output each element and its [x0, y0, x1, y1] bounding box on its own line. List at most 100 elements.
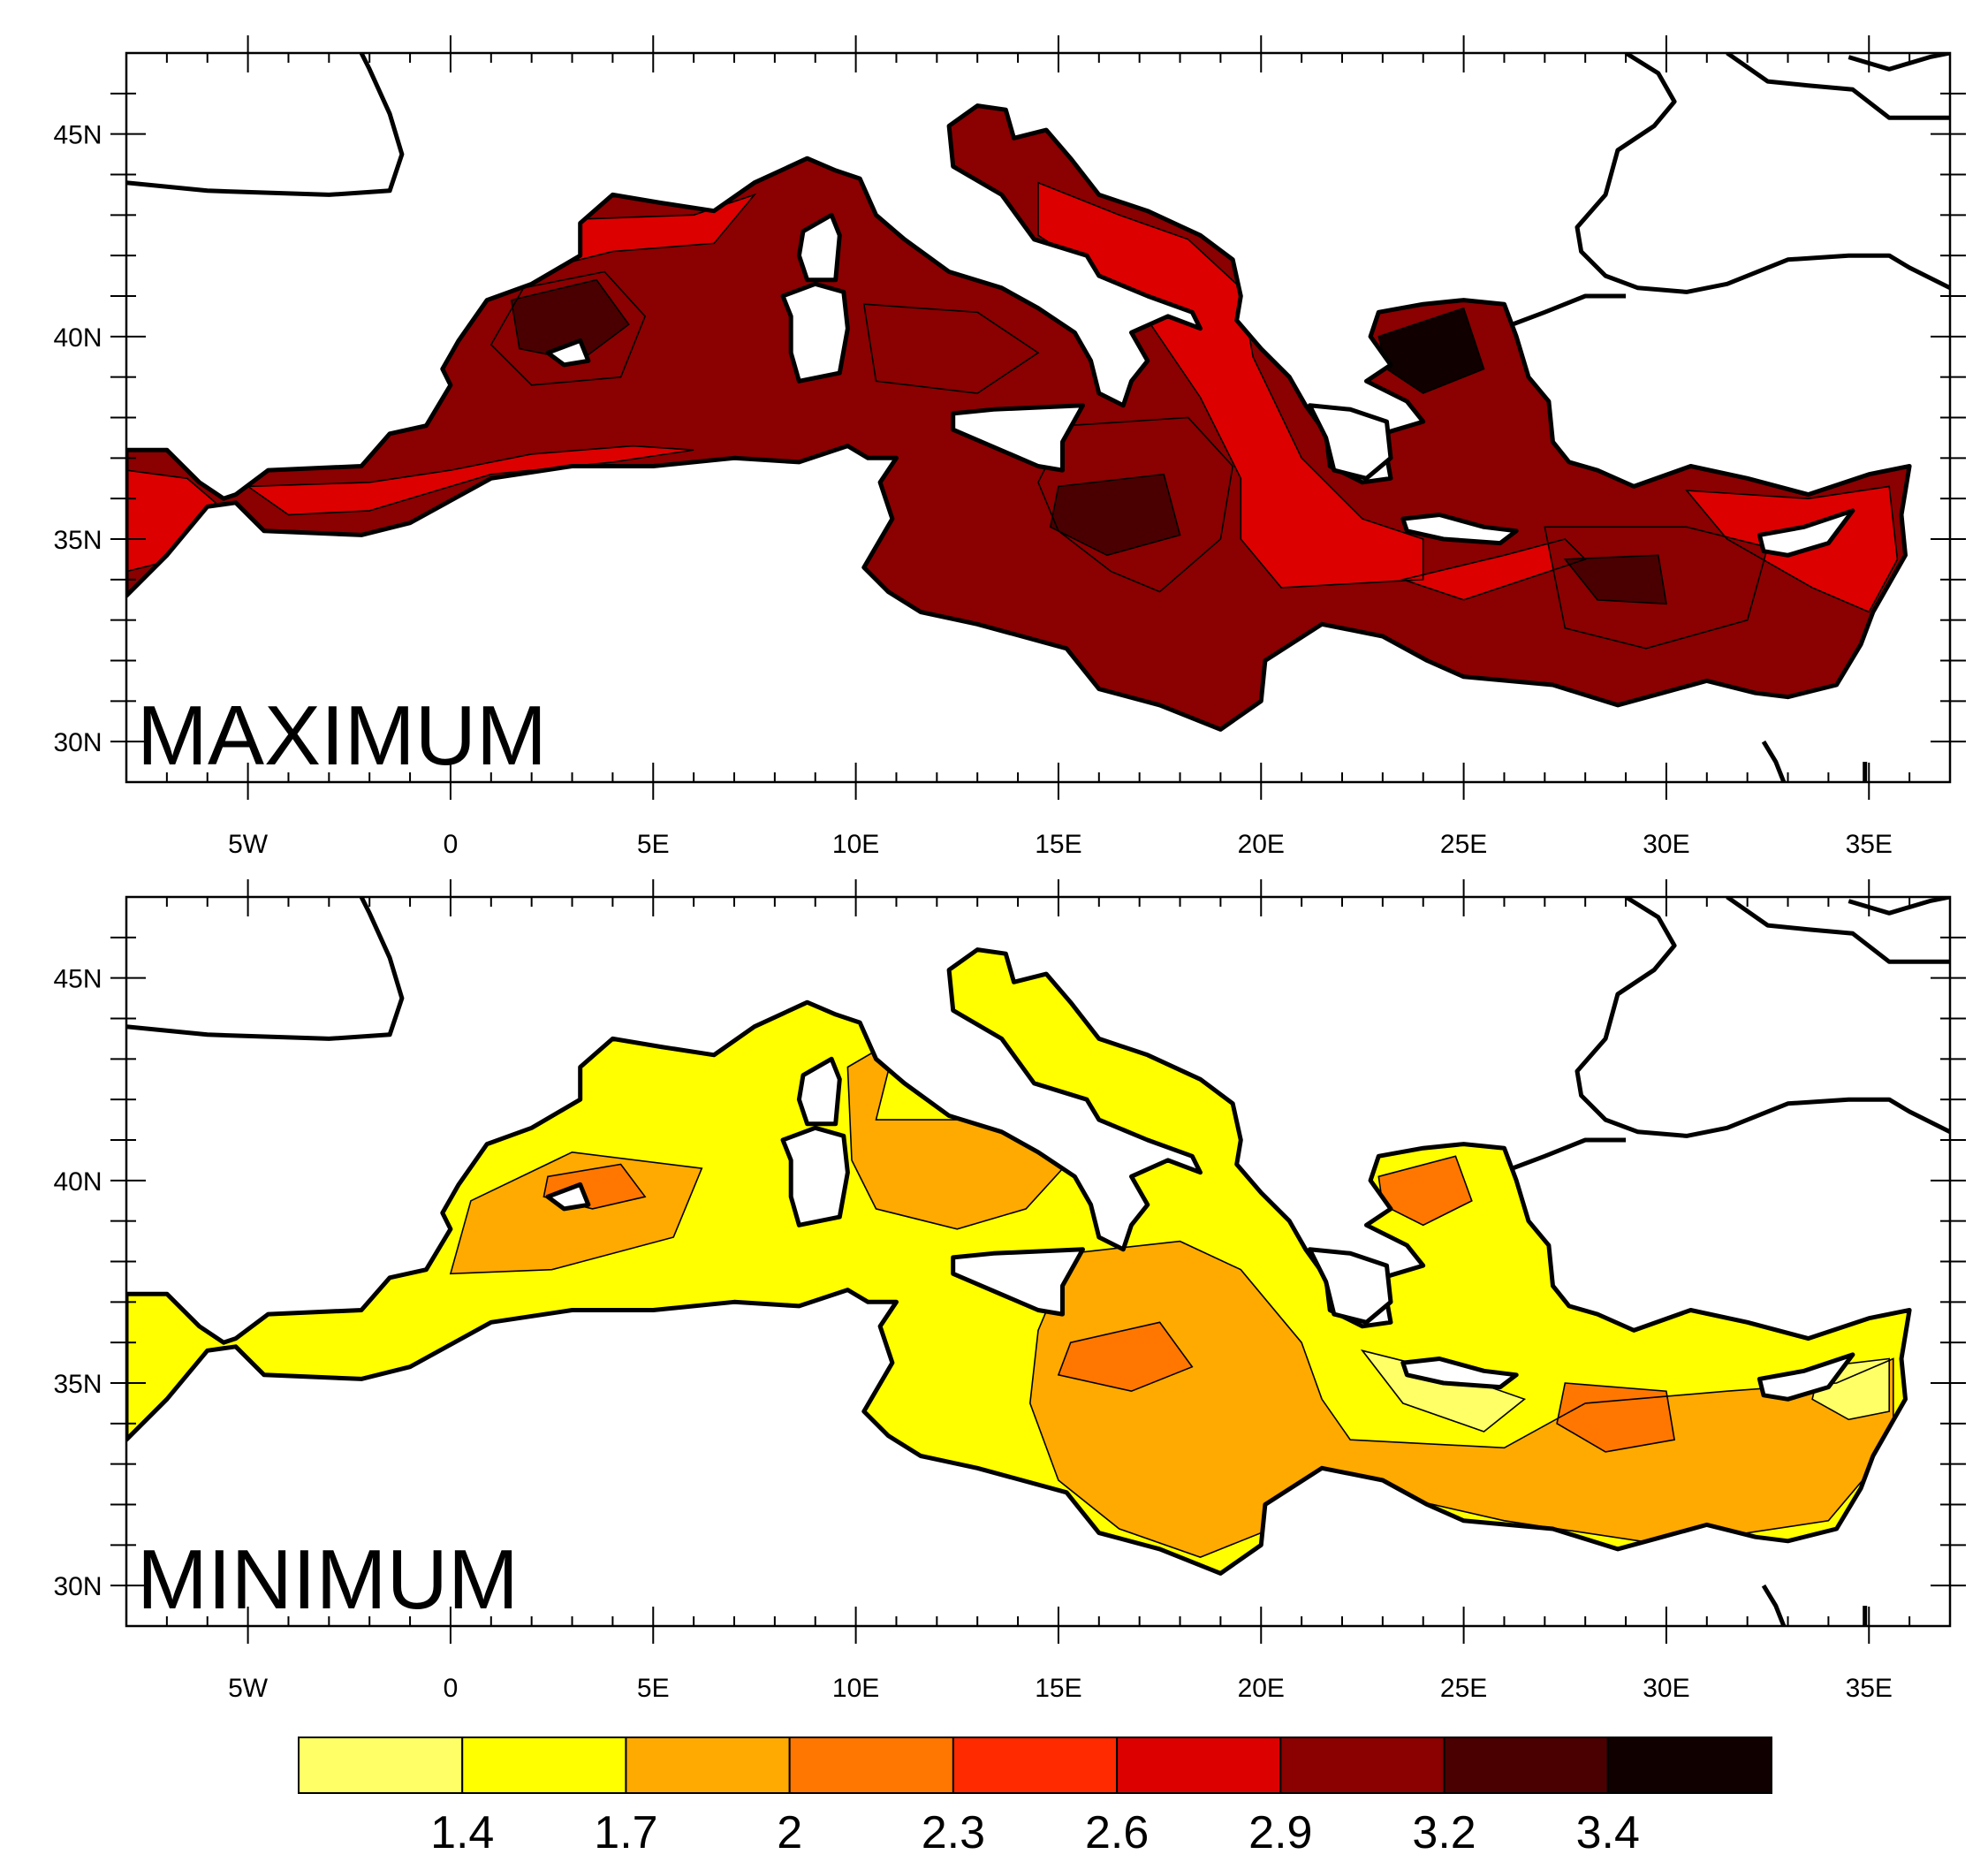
contour-region	[1058, 1322, 1193, 1392]
lon-tick-label: 5W	[228, 1674, 269, 1703]
contour-line	[246, 445, 694, 516]
colorbar-label: 1.7	[594, 1807, 657, 1858]
contour-line	[489, 270, 647, 386]
lat-tick-label: 40N	[53, 323, 102, 353]
colorbar-swatch	[1443, 1737, 1609, 1794]
colorbar-swatch	[1606, 1737, 1773, 1794]
lon-tick-label: 10E	[832, 830, 879, 859]
minimum-coastlines	[126, 897, 1950, 1626]
minimum-panel: 5W 0 5E 10E 15E 20E 25E 30E 35E 30N 35N 40N 45N MIN…	[53, 879, 1966, 1703]
contour-line	[510, 278, 630, 362]
minimum-lat-axis: 30N 35N 40N 45N	[53, 936, 1966, 1601]
colorbar-swatch	[1116, 1737, 1282, 1794]
maximum-lat-axis: 30N 35N 40N 45N	[53, 92, 1966, 757]
island	[1757, 1352, 1855, 1402]
colorbar-label: 2.9	[1248, 1807, 1312, 1858]
contour-region	[511, 279, 629, 361]
lat-tick-label: 45N	[53, 965, 102, 994]
contour-fills	[450, 1038, 1893, 1558]
lon-tick-label: 35E	[1846, 1674, 1893, 1703]
colorbar-label: 3.4	[1576, 1807, 1640, 1858]
island	[1307, 403, 1393, 481]
lat-tick-label: 35N	[53, 1370, 102, 1399]
coastline	[126, 897, 405, 1041]
contour-line	[1037, 181, 1424, 589]
lat-tick-label: 40N	[53, 1167, 102, 1197]
colorbar-swatch	[625, 1737, 791, 1794]
lon-tick-label: 15E	[1035, 1674, 1081, 1703]
panel-label-minimum: MINIMUM	[137, 1532, 519, 1627]
sea-coastline	[126, 103, 1912, 732]
contour-region	[1029, 1241, 1893, 1558]
lon-tick-label: 10E	[832, 1674, 879, 1703]
island	[1757, 508, 1855, 558]
coastline	[1511, 293, 1627, 327]
lon-tick-label: 0	[444, 1674, 459, 1703]
maximum-lon-axis: 5W 0 5E 10E 15E 20E 25E 30E 35E	[165, 35, 1911, 859]
lon-tick-label: 5E	[637, 1674, 670, 1703]
contour-region	[1565, 555, 1666, 604]
lon-tick-label: 15E	[1035, 830, 1081, 859]
lat-tick-label: 30N	[53, 728, 102, 757]
contour-region	[1402, 539, 1586, 600]
sea-coastline	[126, 947, 1912, 1576]
coastline	[126, 53, 405, 197]
island	[796, 212, 842, 283]
lat-tick-label: 35N	[53, 526, 102, 555]
colorbar-swatch	[1279, 1737, 1445, 1794]
island	[1400, 513, 1519, 546]
contour-line	[1037, 416, 1234, 593]
contour-region	[1050, 474, 1180, 556]
coastline	[1574, 897, 1950, 1138]
lon-tick-label: 0	[444, 830, 459, 859]
contour-region	[126, 470, 216, 572]
contour-region	[1362, 1350, 1525, 1432]
colorbar-label: 2	[777, 1807, 802, 1858]
contour-region	[1557, 1383, 1675, 1452]
island	[951, 403, 1085, 473]
maximum-coastlines	[126, 53, 1950, 782]
contour-line	[862, 303, 1040, 394]
coastline	[1511, 1137, 1627, 1171]
coastline	[1726, 53, 1950, 120]
island	[951, 1247, 1085, 1317]
contour-region	[863, 304, 1038, 393]
island	[545, 338, 591, 368]
contour-region	[450, 1151, 702, 1274]
colorbar-label: 3.2	[1412, 1807, 1476, 1858]
lat-tick-label: 30N	[53, 1572, 102, 1601]
lat-tick-label: 45N	[53, 121, 102, 150]
coastline	[1574, 53, 1950, 294]
contour-line	[1544, 526, 1769, 650]
contour-line	[1563, 554, 1667, 605]
lon-tick-label: 30E	[1643, 1674, 1689, 1703]
lon-tick-label: 5W	[228, 830, 269, 859]
colorbar-swatch	[952, 1737, 1119, 1794]
contour-region	[1378, 1156, 1472, 1226]
island	[1307, 1247, 1393, 1325]
coastline	[1726, 897, 1950, 964]
island	[796, 1056, 842, 1127]
colorbar-boxes	[298, 1737, 1773, 1794]
contour-line	[846, 1037, 1068, 1230]
lon-tick-label: 25E	[1440, 830, 1487, 859]
contour-line	[449, 1151, 703, 1275]
contour-line	[1556, 1382, 1676, 1453]
contour-line	[1685, 485, 1899, 613]
colorbar-swatch	[298, 1737, 464, 1794]
coastline	[1761, 740, 1787, 782]
lon-tick-label: 20E	[1238, 1674, 1285, 1703]
contour-region	[847, 1038, 1067, 1229]
contour-line	[1049, 473, 1181, 557]
island	[1400, 1357, 1519, 1390]
contour-line	[1400, 538, 1587, 601]
lon-tick-label: 20E	[1238, 830, 1285, 859]
contour-region	[1038, 182, 1423, 588]
lon-tick-label: 5E	[637, 830, 670, 859]
colorbar-labels: 1.4 1.7 2 2.3 2.6 2.9 3.2 3.4	[430, 1807, 1640, 1858]
panel-label-maximum: MAXIMUM	[137, 688, 547, 783]
colorbar: 1.4 1.7 2 2.3 2.6 2.9 3.2 3.4	[298, 1737, 1773, 1858]
contour-line	[543, 1163, 647, 1210]
colorbar-swatch	[788, 1737, 954, 1794]
